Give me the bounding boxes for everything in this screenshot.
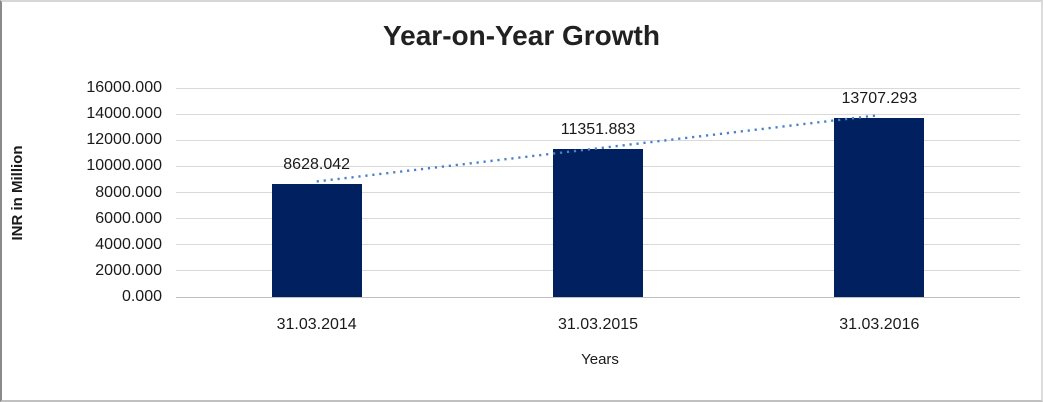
bar-31.03.2014 <box>271 184 362 297</box>
y-tick-label: 8000.000 <box>95 183 162 201</box>
plot-area: 8628.042 11351.883 13707.293 <box>176 87 1020 298</box>
x-tick-label: 31.03.2016 <box>839 316 920 333</box>
bar-31.03.2016 <box>834 117 925 297</box>
gridline <box>176 113 1020 115</box>
x-tick-label: 31.03.2015 <box>557 316 639 333</box>
bar-31.03.2015 <box>553 148 643 297</box>
y-tick-label: 10000.000 <box>86 157 162 175</box>
y-tick-label: 0.000 <box>121 288 162 305</box>
data-label: 13707.293 <box>841 89 918 107</box>
y-tick-label: 14000.000 <box>86 105 162 123</box>
y-tick-label: 4000.000 <box>95 235 162 253</box>
x-tick-label: 31.03.2014 <box>276 316 357 333</box>
y-tick-label: 16000.000 <box>86 79 162 96</box>
y-tick-label: 6000.000 <box>95 209 162 227</box>
gridline <box>176 139 1020 141</box>
x-axis-title: Years <box>581 351 619 368</box>
gridline <box>176 87 1020 89</box>
trendline <box>316 113 880 183</box>
y-tick-label: 2000.000 <box>95 261 162 279</box>
chart-title: Year-on-Year Growth <box>383 20 660 51</box>
data-label: 8628.042 <box>283 156 351 174</box>
data-label: 11351.883 <box>560 120 636 138</box>
y-tick-label: 12000.000 <box>86 131 162 149</box>
x-axis-line <box>176 296 1020 298</box>
